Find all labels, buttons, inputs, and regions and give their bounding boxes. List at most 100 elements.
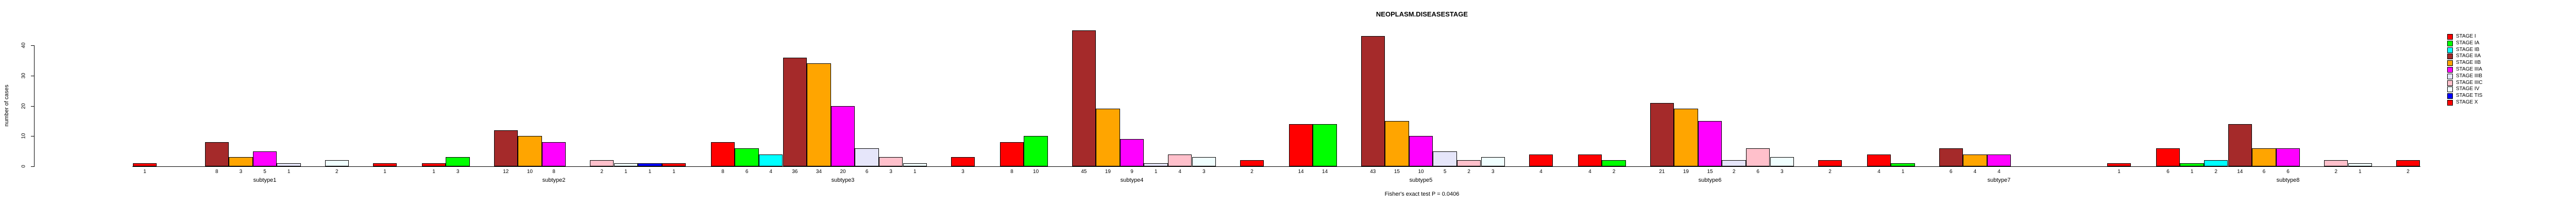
bar-subtype5-stage-iv	[1481, 157, 1505, 166]
bar-count-label: 4	[769, 169, 772, 175]
legend-label: STAGE X	[2456, 99, 2478, 105]
bar-subtype4-stage-iiic	[1167, 154, 1192, 166]
y-axis-line	[34, 45, 35, 167]
bar-count-label: 1	[432, 169, 435, 175]
bar-subtype6-stage-x	[1818, 160, 1842, 167]
x-group-label-subtype8: subtype8	[2276, 177, 2300, 183]
bar-count-label: 1	[672, 169, 675, 175]
legend-label: STAGE IIA	[2456, 53, 2481, 59]
x-group-label-subtype6: subtype6	[1698, 177, 1722, 183]
bar-count-label: 2	[2406, 169, 2410, 175]
bar-count-label: 45	[1081, 169, 1087, 175]
bar-count-label: 4	[1539, 169, 1543, 175]
bar-count-label: 2	[1612, 169, 1616, 175]
bar-subtype7-stage-iiia	[1987, 154, 2011, 166]
bar-subtype4-stage-iiib	[1144, 163, 1168, 166]
bar-count-label: 2	[1828, 169, 1832, 175]
bar-subtype4-stage-x	[1240, 160, 1264, 167]
legend-label: STAGE TIS	[2456, 93, 2483, 99]
bar-subtype5-stage-iiic	[1456, 160, 1481, 167]
y-tick-mark	[31, 45, 34, 46]
bar-subtype1-stage-iia	[205, 142, 229, 166]
bar-subtype4-stage-iv	[1192, 157, 1216, 166]
bar-count-label: 1	[624, 169, 628, 175]
legend-swatch-icon	[2447, 60, 2453, 66]
bar-subtype8-stage-iiia	[2276, 148, 2300, 167]
bar-subtype2-stage-iia	[494, 130, 518, 166]
bar-count-label: 4	[1588, 169, 1591, 175]
bar-subtype8-stage-iia	[2228, 124, 2252, 167]
legend-swatch-icon	[2447, 40, 2453, 46]
x-group-label-subtype7: subtype7	[1987, 177, 2011, 183]
bar-subtype1-stage-x	[372, 163, 397, 166]
bar-count-label: 6	[865, 169, 869, 175]
bar-count-label: 2	[1732, 169, 1736, 175]
y-tick-label: 20	[21, 102, 27, 109]
bar-count-label: 2	[1467, 169, 1470, 175]
y-tick-label: 40	[21, 42, 27, 48]
bar-subtype3-stage-iiia	[831, 106, 855, 166]
bar-count-label: 1	[2117, 169, 2121, 175]
bar-count-label: 1	[1154, 169, 1158, 175]
bar-subtype8-stage-ib	[2204, 160, 2228, 167]
bar-subtype3-stage-iiib	[855, 148, 879, 167]
bar-subtype5-stage-i	[1289, 124, 1313, 167]
bar-count-label: 9	[1130, 169, 1133, 175]
legend-label: STAGE IIIC	[2456, 79, 2483, 85]
bar-count-label: 8	[721, 169, 724, 175]
bar-count-label: 14	[1322, 169, 1328, 175]
bar-count-label: 3	[1781, 169, 1784, 175]
bar-count-label: 10	[1033, 169, 1039, 175]
bar-subtype2-stage-iib	[518, 136, 542, 167]
bar-count-label: 6	[1756, 169, 1759, 175]
bar-subtype2-stage-ia	[446, 157, 470, 166]
bar-subtype5-stage-iiia	[1409, 136, 1433, 167]
legend-label: STAGE I	[2456, 33, 2476, 39]
x-group-label-subtype5: subtype5	[1409, 177, 1433, 183]
bar-count-label: 3	[961, 169, 964, 175]
bar-count-label: 4	[1178, 169, 1181, 175]
bar-subtype8-stage-x	[2396, 160, 2420, 167]
bar-count-label: 14	[2237, 169, 2243, 175]
bar-count-label: 1	[383, 169, 386, 175]
legend-label: STAGE IV	[2456, 86, 2480, 92]
bar-count-label: 4	[1877, 169, 1880, 175]
y-tick-mark	[31, 106, 34, 107]
x-group-label-subtype4: subtype4	[1120, 177, 1144, 183]
bar-subtype4-stage-iib	[1096, 109, 1120, 166]
bar-subtype3-stage-ib	[758, 154, 783, 166]
bar-subtype7-stage-i	[1867, 154, 1891, 166]
bar-count-label: 6	[2262, 169, 2266, 175]
bar-count-label: 19	[1105, 169, 1111, 175]
bar-subtype2-stage-i	[421, 163, 446, 166]
x-group-label-subtype2: subtype2	[542, 177, 566, 183]
bar-count-label: 3	[456, 169, 460, 175]
y-tick-label: 0	[21, 165, 27, 168]
bar-count-label: 1	[648, 169, 652, 175]
bar-count-label: 20	[840, 169, 846, 175]
legend-label: STAGE IIIB	[2456, 73, 2482, 79]
bar-count-label: 1	[287, 169, 291, 175]
bar-count-label: 5	[263, 169, 266, 175]
bar-subtype5-stage-iiib	[1433, 151, 1457, 166]
bar-count-label: 6	[2166, 169, 2170, 175]
bar-subtype1-stage-i	[132, 163, 157, 166]
bar-subtype8-stage-iiic	[2324, 160, 2348, 167]
bar-subtype3-stage-iia	[783, 57, 807, 166]
bar-subtype4-stage-ia	[1024, 136, 1048, 167]
legend-swatch-icon	[2447, 73, 2453, 79]
bar-count-label: 19	[1683, 169, 1689, 175]
bar-subtype8-stage-iv	[2348, 163, 2372, 166]
bar-subtype6-stage-iiia	[1698, 121, 1722, 166]
bar-subtype2-stage-iv	[614, 163, 638, 166]
bar-subtype1-stage-iib	[229, 157, 253, 166]
bar-subtype8-stage-iib	[2252, 148, 2276, 167]
bar-count-label: 2	[1250, 169, 1253, 175]
bar-subtype2-stage-iiic	[589, 160, 614, 167]
bar-count-label: 10	[1418, 169, 1424, 175]
bar-count-label: 3	[1492, 169, 1495, 175]
legend-label: STAGE IIIA	[2456, 66, 2482, 72]
bar-subtype6-stage-iia	[1650, 102, 1674, 166]
bar-subtype6-stage-iiib	[1722, 160, 1746, 167]
